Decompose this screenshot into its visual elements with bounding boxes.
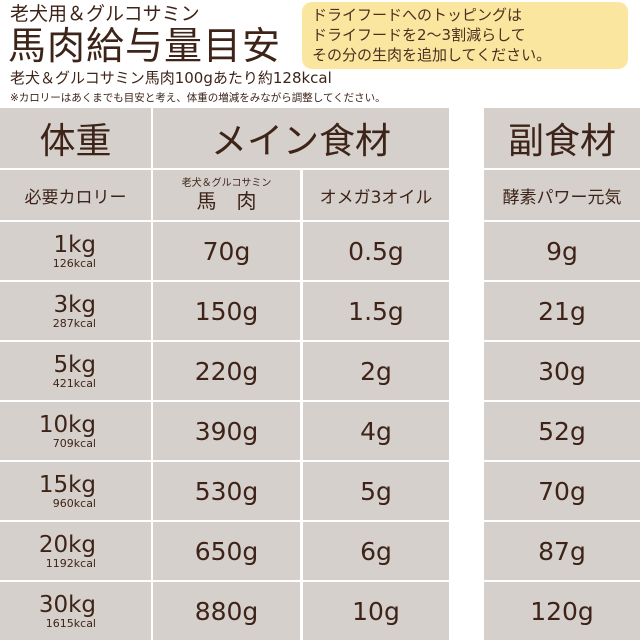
horse-meat-label: 馬 肉 bbox=[196, 189, 257, 213]
enzyme-amount: 30g bbox=[484, 342, 640, 400]
meat-value: 70g bbox=[202, 236, 251, 266]
weight-value: 30kg bbox=[38, 591, 96, 618]
omega3-amount: 1.5g bbox=[303, 282, 449, 340]
weight-cell: 15kg 960kcal bbox=[0, 462, 151, 520]
enzyme-amount: 52g bbox=[484, 402, 640, 460]
subtitle: 老犬用＆グルコサミン bbox=[10, 3, 200, 25]
main-ingredient-header: メイン食材 bbox=[153, 108, 449, 168]
enzyme-amount: 87g bbox=[484, 522, 640, 580]
enzyme-amount: 120g bbox=[484, 582, 640, 640]
calorie-note: ※カロリーはあくまでも目安と考え、体重の増減をみながら調整してください。 bbox=[10, 92, 386, 104]
tip-line: ドライフードを2〜3割減らして bbox=[312, 26, 526, 44]
meat-value: 150g bbox=[194, 296, 259, 326]
required-calories: 960kcal bbox=[52, 496, 96, 510]
enzyme-value: 9g bbox=[546, 236, 578, 266]
omega3-amount: 4g bbox=[303, 402, 449, 460]
omega3-amount: 5g bbox=[303, 462, 449, 520]
required-calories: 287kcal bbox=[52, 316, 96, 330]
omega3-amount: 0.5g bbox=[303, 222, 449, 280]
page-title: 馬肉給与量目安 bbox=[8, 24, 282, 68]
enzyme-header: 酵素パワー元気 bbox=[484, 170, 640, 220]
omega-value: 5g bbox=[360, 476, 392, 506]
meat-value: 220g bbox=[194, 356, 259, 386]
horse-meat-header: 老犬＆グルコサミン 馬 肉 bbox=[153, 170, 300, 220]
enzyme-value: 87g bbox=[538, 536, 586, 566]
horse-meat-amount: 650g bbox=[153, 522, 300, 580]
required-calories: 126kcal bbox=[52, 256, 96, 270]
omega-value: 0.5g bbox=[348, 236, 404, 266]
enzyme-value: 30g bbox=[538, 356, 586, 386]
weight-value: 15kg bbox=[38, 471, 96, 498]
enzyme-amount: 21g bbox=[484, 282, 640, 340]
omega-value: 10g bbox=[352, 596, 400, 626]
omega3-amount: 6g bbox=[303, 522, 449, 580]
weight-value: 5kg bbox=[53, 351, 96, 378]
meat-value: 880g bbox=[194, 596, 259, 626]
calorie-header: 必要カロリー bbox=[0, 170, 151, 220]
calorie-per-100g: 老犬＆グルコサミン馬肉100gあたり約128kcal bbox=[10, 69, 332, 87]
horse-meat-amount: 220g bbox=[153, 342, 300, 400]
weight-cell: 30kg 1615kcal bbox=[0, 582, 151, 640]
weight-value: 1kg bbox=[53, 231, 96, 258]
horse-meat-amount: 390g bbox=[153, 402, 300, 460]
meat-value: 390g bbox=[194, 416, 259, 446]
meat-value: 650g bbox=[194, 536, 259, 566]
weight-header: 体重 bbox=[0, 108, 151, 168]
tip-line: その分の生肉を追加してください。 bbox=[312, 46, 552, 64]
required-calories: 1192kcal bbox=[45, 556, 96, 570]
enzyme-value: 70g bbox=[538, 476, 586, 506]
weight-cell: 20kg 1192kcal bbox=[0, 522, 151, 580]
enzyme-amount: 70g bbox=[484, 462, 640, 520]
horse-meat-amount: 70g bbox=[153, 222, 300, 280]
weight-cell: 5kg 421kcal bbox=[0, 342, 151, 400]
meat-value: 530g bbox=[194, 476, 259, 506]
horse-meat-amount: 150g bbox=[153, 282, 300, 340]
omega3-amount: 2g bbox=[303, 342, 449, 400]
required-calories: 1615kcal bbox=[45, 616, 96, 630]
horse-meat-amount: 530g bbox=[153, 462, 300, 520]
omega3-header: オメガ3オイル bbox=[303, 170, 449, 220]
omega-value: 1.5g bbox=[348, 296, 404, 326]
weight-value: 10kg bbox=[38, 411, 96, 438]
horse-meat-amount: 880g bbox=[153, 582, 300, 640]
side-ingredient-header: 副食材 bbox=[484, 108, 640, 168]
weight-value: 20kg bbox=[38, 531, 96, 558]
omega-value: 6g bbox=[360, 536, 392, 566]
horse-meat-product: 老犬＆グルコサミン bbox=[181, 178, 272, 189]
omega-value: 2g bbox=[360, 356, 392, 386]
weight-value: 3kg bbox=[53, 291, 96, 318]
weight-cell: 10kg 709kcal bbox=[0, 402, 151, 460]
topping-tip-box: ドライフードへのトッピングは ドライフードを2〜3割減らして その分の生肉を追加… bbox=[302, 2, 628, 69]
enzyme-amount: 9g bbox=[484, 222, 640, 280]
tip-line: ドライフードへのトッピングは bbox=[312, 6, 523, 24]
weight-cell: 3kg 287kcal bbox=[0, 282, 151, 340]
omega-value: 4g bbox=[360, 416, 392, 446]
required-calories: 421kcal bbox=[52, 376, 96, 390]
enzyme-value: 120g bbox=[530, 596, 594, 626]
weight-cell: 1kg 126kcal bbox=[0, 222, 151, 280]
required-calories: 709kcal bbox=[52, 436, 96, 450]
enzyme-value: 52g bbox=[538, 416, 586, 446]
enzyme-value: 21g bbox=[538, 296, 586, 326]
omega3-amount: 10g bbox=[303, 582, 449, 640]
